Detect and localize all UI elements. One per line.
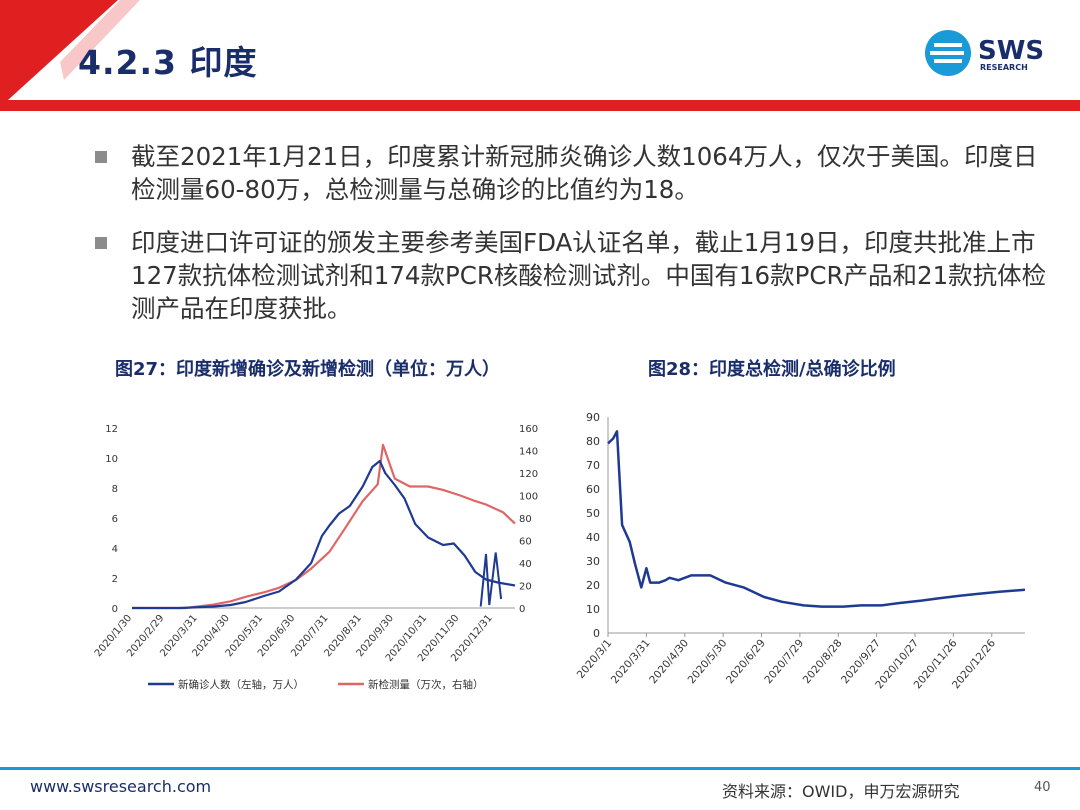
series-line-tests [132,443,516,610]
y-left-tick-label: 0 [112,604,118,615]
y-left-tick-label: 6 [112,514,118,525]
footer-divider [0,767,1080,770]
y-tick-label: 40 [586,531,600,544]
sws-logo: SWS RESEARCH [920,26,1060,80]
y-right-tick-label: 100 [519,492,538,503]
page-number: 40 [1034,780,1051,795]
x-tick-label: 2020/8/28 [801,637,845,686]
y-tick-label: 60 [586,483,600,496]
y-tick-label: 0 [593,627,600,640]
y-tick-label: 50 [586,507,600,520]
slide-title: 4.2.3 印度 [78,43,258,82]
y-left-tick-label: 4 [112,544,118,555]
y-tick-label: 90 [586,411,600,424]
y-right-tick-label: 120 [519,469,538,480]
x-tick-label: 2020/3/1 [575,637,615,681]
header-band [0,0,1080,111]
bullet-text: 截至2021年1月21日，印度累计新冠肺炎确诊人数1064万人，仅次于美国。印度… [131,142,1038,204]
bullet-square-icon [95,151,107,163]
y-right-tick-label: 160 [519,424,538,435]
chart-india-ratio: 01020304050607080902020/3/12020/3/312020… [575,411,1026,691]
y-left-tick-label: 2 [112,574,118,585]
x-tick-label: 2020/3/31 [609,637,653,686]
legend-label-tests: 新检测量（万次，右轴） [368,678,484,691]
y-left-tick-label: 8 [112,484,118,495]
y-tick-label: 10 [586,603,600,616]
y-right-tick-label: 20 [519,582,532,593]
y-tick-label: 70 [586,459,600,472]
footer-url[interactable]: www.swsresearch.com [30,777,212,796]
y-right-tick-label: 60 [519,537,532,548]
y-right-tick-label: 140 [519,447,538,458]
chart-india-daily: 0246810120204060801001201401602020/1/302… [93,424,538,691]
x-tick-label: 2020/5/30 [686,637,730,686]
series-line-cases [132,459,516,610]
x-tick-label: 2020/7/29 [762,637,806,686]
figure28-title: 图28：印度总检测/总确诊比例 [648,359,896,380]
bullet-1: 截至2021年1月21日，印度累计新冠肺炎确诊人数1064万人，仅次于美国。印度… [95,140,1055,210]
bullet-text: 印度进口许可证的颁发主要参考美国FDA认证名单，截止1月19日，印度共批准上市1… [131,228,1047,323]
y-left-tick-label: 12 [105,424,118,435]
y-right-tick-label: 80 [519,514,532,525]
series-line-cases-spikes [479,552,503,607]
y-right-tick-label: 40 [519,559,532,570]
sws-logo-icon: SWS RESEARCH [925,30,1044,76]
x-tick-label: 2020/4/30 [647,637,691,686]
y-left-tick-label: 10 [105,454,118,465]
footer-source: 资料来源：OWID，申万宏源研究 [722,782,960,801]
x-tick-label: 2020/6/29 [724,637,768,686]
bullet-square-icon [95,237,107,249]
legend-label-cases: 新确诊人数（左轴，万人） [178,678,304,691]
y-right-tick-label: 0 [519,604,525,615]
y-tick-label: 30 [586,555,600,568]
y-tick-label: 80 [586,435,600,448]
bullet-2: 印度进口许可证的颁发主要参考美国FDA认证名单，截止1月19日，印度共批准上市1… [95,226,1055,326]
figure27-title: 图27：印度新增确诊及新增检测（单位：万人） [115,359,501,380]
y-tick-label: 20 [586,579,600,592]
logo-text: SWS [978,36,1044,66]
series-line-ratio [607,430,1026,608]
logo-subtext: RESEARCH [980,63,1028,72]
